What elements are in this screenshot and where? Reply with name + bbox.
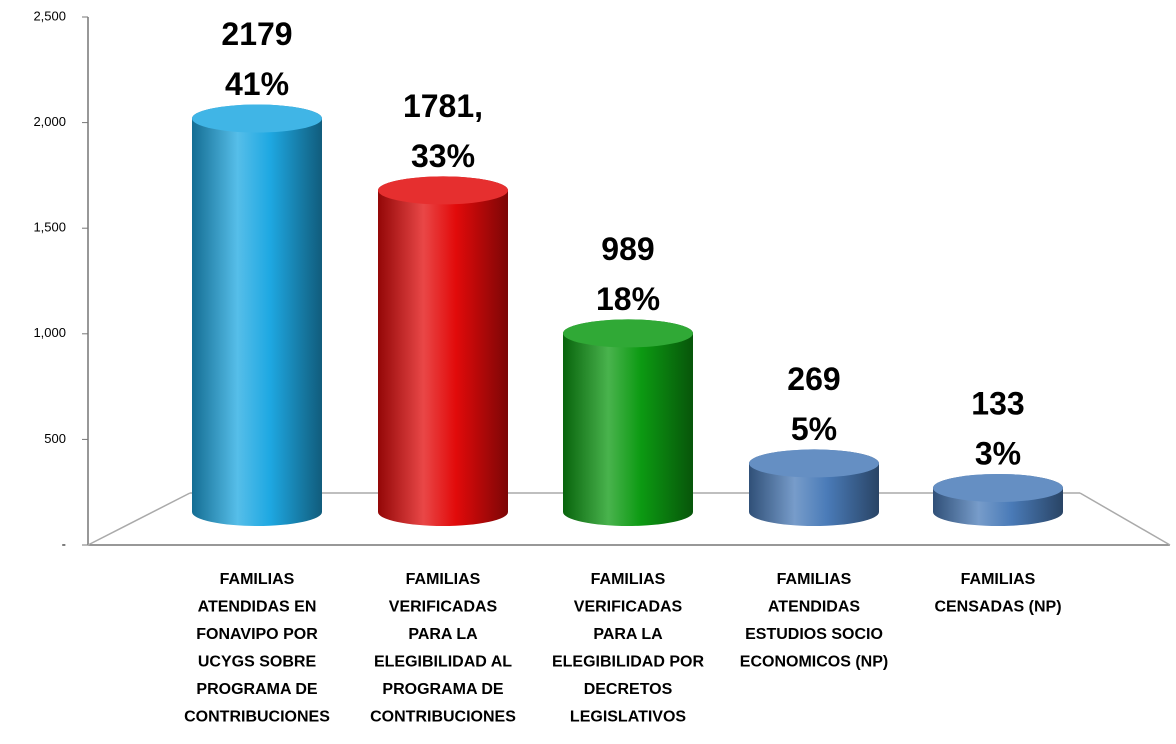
- x-tick-line: PARA LA: [593, 626, 663, 643]
- floor-right: [1079, 492, 1171, 546]
- share-label: 33%: [411, 138, 475, 174]
- floor-left: [87, 492, 191, 546]
- share-label: 3%: [975, 435, 1021, 471]
- x-tick-line: DECRETOS: [584, 681, 673, 698]
- x-tick-line: UCYGS SOBRE: [198, 654, 317, 671]
- y-tick-label: 500: [44, 431, 66, 446]
- x-tick-line: PROGRAMA DE: [196, 681, 318, 698]
- value-label: 133: [971, 385, 1024, 421]
- value-label: 269: [787, 361, 840, 397]
- y-tick-label: 1,500: [33, 220, 66, 235]
- x-tick-line: FAMILIAS: [220, 571, 295, 588]
- bar: [378, 176, 508, 526]
- x-tick-label: FAMILIAS CENSADAS (NP): [934, 571, 1061, 616]
- bar-top: [192, 104, 322, 133]
- bar-top: [378, 176, 508, 205]
- x-tick-line: ESTUDIOS SOCIO: [745, 626, 883, 643]
- x-tick-line: FONAVIPO POR: [196, 626, 318, 643]
- x-tick-line: ATENDIDAS EN: [198, 599, 317, 616]
- x-tick-label: FAMILIAS VERIFICADAS PARA LA ELEGIBILIDAD P…: [552, 571, 704, 726]
- y-tick-label: -: [62, 536, 66, 551]
- bar-top: [749, 449, 879, 478]
- x-tick-line: CONTRIBUCIONES: [184, 709, 330, 726]
- y-tick-label: 2,000: [33, 114, 66, 129]
- x-tick-line: LEGISLATIVOS: [570, 709, 686, 726]
- x-tick-line: VERIFICADAS: [574, 599, 683, 616]
- x-tick-line: ECONOMICOS (NP): [740, 654, 888, 671]
- y-tick-label: 2,500: [33, 8, 66, 23]
- bar: [192, 104, 322, 526]
- x-tick-line: FAMILIAS: [406, 571, 481, 588]
- x-tick-label: FAMILIAS ATENDIDAS ESTUDIOS SOCIO ECONOMICO…: [740, 571, 888, 671]
- share-label: 41%: [225, 66, 289, 102]
- x-tick-line: PROGRAMA DE: [382, 681, 504, 698]
- x-tick-line: CENSADAS (NP): [934, 599, 1061, 616]
- bar-top: [563, 319, 693, 348]
- share-label: 18%: [596, 281, 660, 317]
- x-tick-label: FAMILIAS ATENDIDAS EN FONAVIPO POR UCYGS SO…: [184, 571, 330, 726]
- value-label: 989: [601, 231, 654, 267]
- share-label: 5%: [791, 411, 837, 447]
- bar: [563, 319, 693, 526]
- x-tick-line: VERIFICADAS: [389, 599, 498, 616]
- x-tick-line: FAMILIAS: [591, 571, 666, 588]
- x-tick-line: ELEGIBILIDAD POR: [552, 654, 704, 671]
- x-tick-line: FAMILIAS: [777, 571, 852, 588]
- x-tick-line: PARA LA: [408, 626, 478, 643]
- x-tick-label: FAMILIAS VERIFICADAS PARA LA ELEGIBILIDAD A…: [370, 571, 516, 726]
- x-tick-line: CONTRIBUCIONES: [370, 709, 516, 726]
- x-tick-line: ATENDIDAS: [768, 599, 860, 616]
- x-tick-line: FAMILIAS: [961, 571, 1036, 588]
- value-label: 1781,: [403, 88, 483, 124]
- bar-top: [933, 473, 1063, 502]
- y-tick-label: 1,000: [33, 325, 66, 340]
- x-tick-line: ELEGIBILIDAD AL: [374, 654, 512, 671]
- value-label: 2179: [221, 16, 292, 52]
